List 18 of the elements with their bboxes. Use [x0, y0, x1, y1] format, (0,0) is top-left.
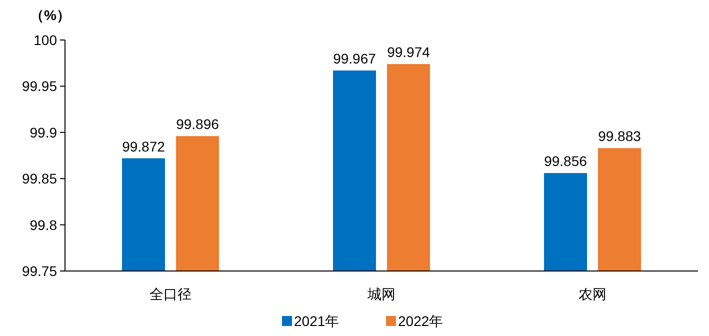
data-label: 99.883 — [598, 128, 642, 144]
y-tick-label: 99.85 — [22, 170, 58, 187]
y-axis-title: （%） — [30, 7, 70, 23]
data-label: 99.974 — [387, 44, 430, 60]
legend-label: 2022年 — [398, 313, 444, 329]
data-label: 99.896 — [176, 116, 220, 132]
x-tick-label: 农网 — [578, 286, 606, 302]
data-label: 99.856 — [544, 153, 588, 170]
y-tick-label: 99.9 — [30, 124, 58, 140]
y-tick-label: 99.8 — [30, 216, 58, 233]
y-tick-label: 99.75 — [22, 263, 58, 279]
data-label: 99.967 — [333, 50, 376, 66]
x-tick-label: 城网 — [366, 286, 396, 302]
x-tick-label: 全口径 — [150, 286, 192, 302]
data-label: 99.872 — [122, 138, 166, 154]
y-tick-label: 100 — [34, 32, 58, 48]
legend-label: 2021年 — [294, 313, 340, 329]
y-tick-label: 99.95 — [22, 78, 58, 94]
